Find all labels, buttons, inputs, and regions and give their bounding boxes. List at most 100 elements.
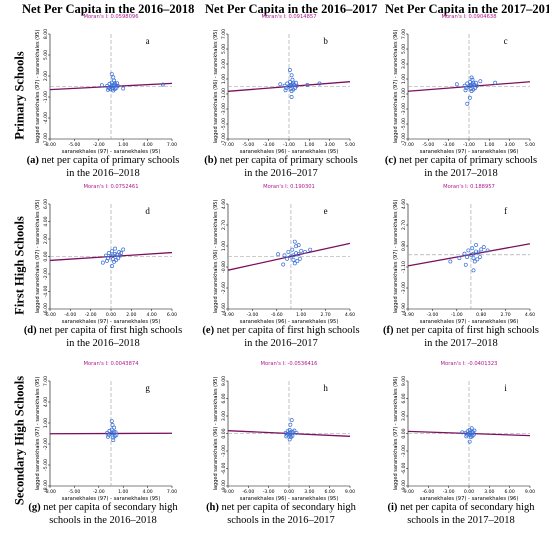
data-point <box>111 75 116 80</box>
chart-panel-f: Moran's I: 0.188957 -4.90 -3.00 -1.00 0.80 2.… <box>383 178 539 349</box>
x-tick-label: -2.00 <box>85 312 97 318</box>
x-tick-label: 1.00 <box>304 142 314 148</box>
data-point <box>472 428 477 433</box>
y-tick-label: -5.00 <box>43 459 49 471</box>
y-tick-label: -9.00 <box>221 480 227 492</box>
data-point <box>289 89 294 93</box>
y-tick-label: 2.70 <box>221 220 227 230</box>
x-tick-label: -2.00 <box>93 142 105 148</box>
data-point <box>289 73 294 78</box>
caption-text: net per capita of first high schools in … <box>214 325 360 349</box>
x-tick-label: -7.00 <box>222 142 234 148</box>
y-tick-label: -7.00 <box>401 133 407 145</box>
x-tick-label: -3.00 <box>426 312 438 318</box>
data-point <box>471 256 476 261</box>
panel-caption: (d) net per capita of first high schools… <box>22 324 184 350</box>
data-point <box>121 86 126 91</box>
x-tick-label: -1.00 <box>451 312 463 318</box>
x-tick-label: 5.00 <box>345 142 355 148</box>
panel-caption: (c) net per capita of primary schools in… <box>380 154 542 180</box>
data-point <box>287 437 292 442</box>
x-axis-label: saranekhales (96) - saranekhales (95) <box>240 149 339 155</box>
x-tick-label: 5.00 <box>525 142 535 148</box>
chart-panel-h: Moran's I: -0.0536416 -9.00 -6.00 -3.00 0.00… <box>206 355 356 526</box>
data-point <box>285 81 290 86</box>
y-tick-label: 7.00 <box>43 376 49 386</box>
x-tick-label: -3.00 <box>443 142 455 148</box>
data-point <box>463 262 468 267</box>
y-tick-label: 3.00 <box>401 411 407 421</box>
y-tick-label: 4.00 <box>43 216 49 226</box>
x-tick-label: -8.00 <box>44 489 56 495</box>
data-point <box>467 95 472 100</box>
x-tick-label: -0.60 <box>271 312 283 318</box>
chart-panel-c: Moran's I: 0.0904638 -7.00 -5.00 -3.00 -1.00… <box>385 8 537 179</box>
data-point <box>113 430 118 435</box>
y-tick-label: -4.60 <box>221 303 227 315</box>
x-axis-label: saranekhales (97) - saranekhales (96) <box>420 149 519 155</box>
panel-caption: (b) net per capita of primary schools in… <box>200 154 362 180</box>
x-tick-label: -3.00 <box>263 142 275 148</box>
y-tick-label: 3.00 <box>221 59 227 69</box>
y-tick-label: 6.00 <box>401 393 407 403</box>
moran-label: Moran's I: 0.0043874 <box>83 361 139 367</box>
y-axis-label: lagged saranekhales (96) - saranekhales … <box>213 30 219 144</box>
chart-panel-g: Moran's I: 0.0043874 -8.00 -5.00 -2.00 1.00 4… <box>28 355 178 526</box>
data-point <box>287 428 292 432</box>
y-tick-label: 7.00 <box>401 29 407 39</box>
y-tick-label: -3.00 <box>221 103 227 115</box>
data-point <box>471 268 476 273</box>
data-point <box>477 255 482 260</box>
data-point <box>470 246 475 251</box>
moran-label: Moran's I: -0.0401323 <box>441 361 498 367</box>
data-point <box>462 83 467 88</box>
y-tick-label: -6.00 <box>401 462 407 474</box>
panel-letter: d <box>145 206 150 216</box>
data-point <box>110 83 115 88</box>
x-axis-label: saranekhales (97) - saranekhales (96) <box>420 319 519 325</box>
y-tick-label: -6.00 <box>43 303 49 315</box>
y-tick-label: -1.00 <box>221 88 227 100</box>
caption-letter: (e) <box>202 325 215 336</box>
x-axis-label: saranekhales (97) - saranekhales (95) <box>62 496 161 502</box>
x-tick-label: 7.00 <box>167 489 177 495</box>
data-point <box>460 430 465 435</box>
panel-caption: (f) net per capita of first high schools… <box>380 324 542 350</box>
panel-letter: e <box>324 206 328 216</box>
panel-letter: h <box>323 383 328 393</box>
x-tick-label: -4.00 <box>64 312 76 318</box>
data-point <box>289 418 294 423</box>
data-point <box>116 256 121 261</box>
caption-text: net per capita of secondary high schools… <box>397 502 535 526</box>
data-point <box>285 256 290 261</box>
data-point <box>284 434 289 439</box>
y-tick-label: -3.00 <box>401 282 407 294</box>
data-point <box>454 82 459 87</box>
panel-caption: (a) net per capita of primary schools in… <box>22 154 184 180</box>
data-point <box>111 435 116 440</box>
x-tick-label: -3.00 <box>263 489 275 495</box>
y-axis-label: lagged saranekhales (96) - saranekhales … <box>213 200 219 314</box>
data-point <box>292 428 297 433</box>
y-tick-label: -3.00 <box>401 103 407 115</box>
y-tick-label: 4.00 <box>43 397 49 407</box>
data-point <box>485 248 490 253</box>
y-tick-label: 3.00 <box>221 411 227 421</box>
chart-panel-b: Moran's I: 0.0914857 -7.00 -5.00 -3.00 -1.00… <box>204 8 357 179</box>
data-point <box>105 430 110 435</box>
panel-caption: (i) net per capita of secondary high sch… <box>380 501 542 527</box>
panel-caption: (e) net per capita of first high schools… <box>200 324 362 350</box>
data-point <box>448 259 453 264</box>
data-point <box>117 250 122 255</box>
x-tick-label: -3.00 <box>246 312 258 318</box>
y-tick-label: 0.00 <box>221 428 227 438</box>
chart-panel-i: Moran's I: -0.0401323 -9.00 -6.00 -3.00 0.00… <box>386 355 536 526</box>
y-tick-label: 3.00 <box>401 59 407 69</box>
scatter-plot-h: Moran's I: -0.0536416 -9.00 -6.00 -3.00 0.00… <box>213 361 355 502</box>
x-tick-label: 7.00 <box>167 142 177 148</box>
data-point <box>111 438 116 443</box>
x-tick-label: -6.00 <box>242 489 254 495</box>
data-point <box>103 253 108 258</box>
panel-letter: g <box>145 383 150 393</box>
data-point <box>474 242 479 247</box>
